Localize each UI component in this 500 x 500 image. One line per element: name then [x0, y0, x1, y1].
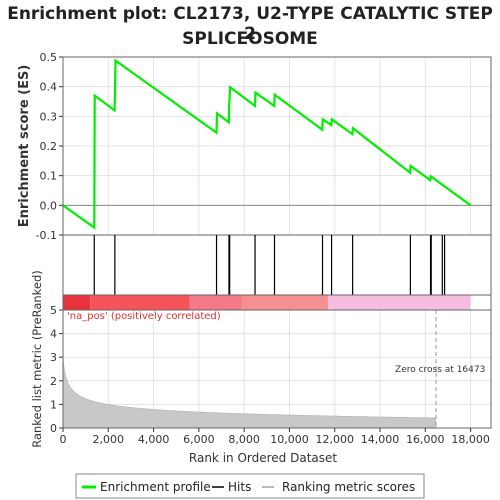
es-ytick-label: 0.0 [40, 199, 58, 212]
x-tick-label: 14,000 [361, 433, 400, 446]
x-tick-label: 10,000 [270, 433, 309, 446]
x-tick-label: 0 [60, 433, 67, 446]
metric-ytick-label: 1 [50, 398, 57, 411]
x-tick-label: 18,000 [451, 433, 490, 446]
ranking-metric-area [62, 358, 437, 429]
metric-ytick-label: 2 [50, 375, 57, 388]
x-tick-label: 12,000 [315, 433, 354, 446]
metric-panel-border [62, 309, 492, 429]
legend-box [75, 473, 425, 499]
metric-ytick-label: 4 [50, 328, 57, 341]
es-ytick-label: -0.1 [36, 229, 57, 242]
es-ylabel: Enrichment score (ES) [17, 65, 32, 228]
legend-label-ranking: Ranking metric scores [282, 480, 415, 494]
es-ytick-label: 0.2 [40, 140, 58, 153]
enrichment-profile-line [62, 58, 472, 230]
chart-title-line1: Enrichment plot: CL2173, U2-TYPE CATALYT… [7, 4, 493, 44]
metric-ytick-label: 0 [50, 422, 57, 435]
hits-panel [62, 234, 492, 296]
legend-label-enrichment: Enrichment profile [100, 480, 211, 494]
legend-label-hits: Hits [228, 480, 251, 494]
color-bar-segment [327, 295, 471, 310]
chart-title-line2: SPLICEOSOME [182, 29, 318, 49]
color-bar-segment [241, 295, 328, 310]
es-ytick-label: 0.5 [40, 51, 58, 64]
metric-ylabel: Ranked list metric (PreRanked) [30, 270, 44, 448]
x-tick-label: 6,000 [183, 433, 215, 446]
x-tick-label: 16,000 [406, 433, 445, 446]
x-tick-label: 8,000 [228, 433, 260, 446]
zero-cross-label: Zero cross at 16473 [395, 365, 485, 375]
es-ytick-label: 0.1 [40, 170, 58, 183]
color-bar-segment [63, 295, 91, 310]
color-bar-segment [189, 295, 242, 310]
x-tick-label: 4,000 [138, 433, 170, 446]
metric-ytick-label: 3 [50, 351, 57, 364]
color-bar-segment [90, 295, 190, 310]
metric-ytick-label: 5 [50, 304, 57, 317]
es-ytick-label: 0.3 [40, 110, 58, 123]
x-tick-label: 2,000 [93, 433, 125, 446]
es-ytick-label: 0.4 [40, 81, 58, 94]
na-pos-label: 'na_pos' (positively correlated) [67, 311, 221, 322]
x-axis-label: Rank in Ordered Dataset [189, 451, 337, 465]
